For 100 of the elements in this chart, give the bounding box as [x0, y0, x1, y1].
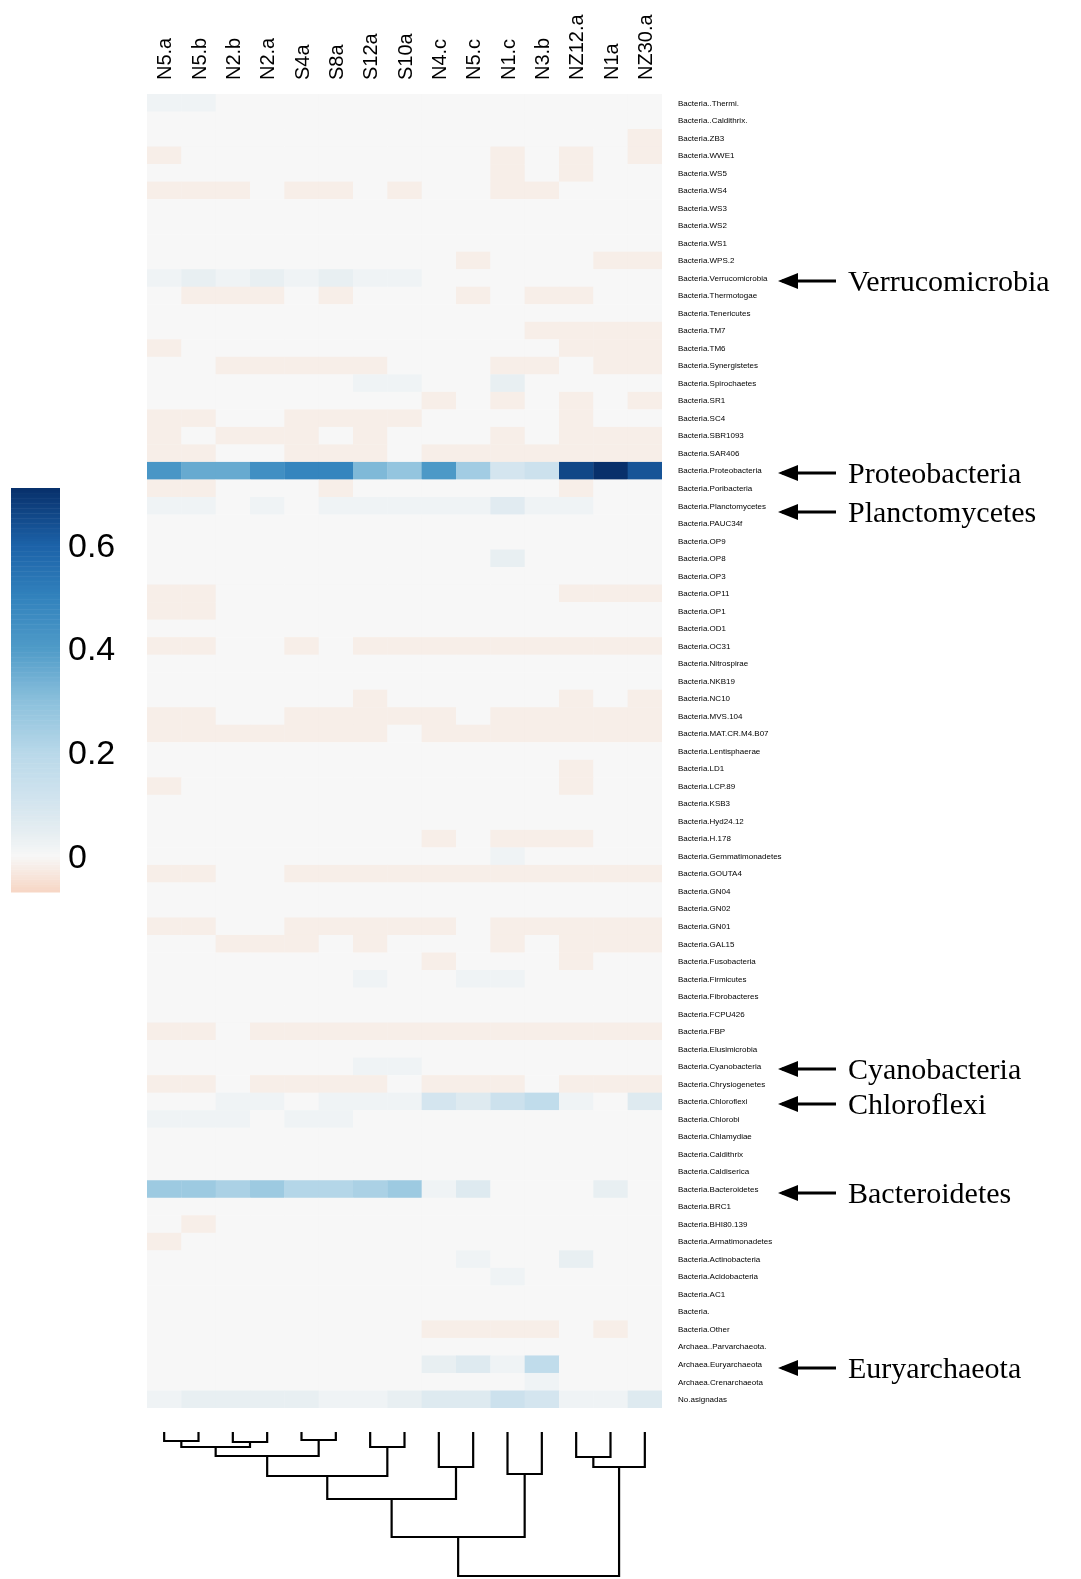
y-tick-label: Bacteria.Hyd24.12	[678, 816, 745, 826]
y-tick-label: Bacteria.FCPU426	[678, 1009, 746, 1019]
y-tick-label: Bacteria.Chloroflexi	[678, 1097, 748, 1107]
y-tick-label: Bacteria.Chrysiogenetes	[678, 1079, 766, 1089]
text: Verrucomicrobia	[848, 263, 1050, 297]
y-tick-label: Bacteria.MAT.CR.M4.B07	[678, 729, 770, 739]
y-tick-label: Bacteria.GN01	[678, 922, 732, 931]
color-bar-label: 0.6	[68, 525, 116, 564]
y-tick-label: Bacteria.SAR406	[678, 448, 740, 458]
y-tick-label: Bacteria.BRC1	[678, 1202, 732, 1212]
x-tick-label: S8a	[324, 43, 347, 80]
y-tick-label: Archaea.Crenarchaeota	[678, 1377, 764, 1387]
y-tick-label: Bacteria.SR1	[678, 396, 726, 406]
y-tick-label: Bacteria.GN04	[678, 886, 732, 896]
y-tick-label: Bacteria.ZB3	[678, 133, 725, 143]
text: Chloroflexi	[848, 1086, 987, 1120]
y-tick-label: Bacteria.Chlamydiae	[678, 1132, 753, 1142]
y-tick-label: Bacteria.OP1	[678, 606, 727, 616]
y-tick-label: Bacteria.MVS.104	[678, 711, 744, 721]
x-tick-label: N5.a	[153, 36, 176, 80]
y-tick-label: Bacteria.GN02	[678, 904, 732, 914]
y-tick-label: Bacteria.TM7	[678, 326, 727, 336]
y-tick-label: Bacteria.OP9	[678, 536, 727, 546]
y-tick-label: Bacteria.SC4	[678, 413, 726, 423]
y-tick-label: Bacteria.Thermotogae	[678, 291, 758, 301]
y-tick-label: Bacteria.WS4	[678, 186, 728, 196]
text: Proteobacteria	[848, 455, 1022, 489]
y-tick-label: Bacteria.GAL15	[678, 939, 736, 949]
y-tick-label: Bacteria.Lentisphaerae	[678, 746, 761, 756]
y-tick-label: Bacteria.Firmicutes	[678, 974, 747, 984]
y-tick-label: Bacteria.WWE1	[678, 151, 736, 161]
x-tick-label: S10a	[393, 32, 416, 80]
y-tick-label: Bacteria.Gemmatimonadetes	[678, 851, 782, 861]
y-tick-label: Bacteria.OP8	[678, 554, 727, 564]
y-tick-label: Bacteria.	[678, 1307, 710, 1317]
y-tick-label: Bacteria.Tenericutes	[678, 308, 751, 318]
y-tick-label: No.asignadas	[678, 1395, 727, 1405]
y-tick-label: Bacteria.Other	[678, 1324, 730, 1334]
y-tick-label: Bacteria.Fusobacteria	[678, 957, 757, 967]
color-bar-label: 0	[68, 836, 87, 875]
y-tick-label: Bacteria.Caldithrix	[678, 1149, 743, 1159]
y-tick-label: Bacteria.Chlorobi	[678, 1114, 740, 1124]
y-tick-label: Bacteria.OP11	[678, 589, 730, 599]
x-tick-label: N5.b	[187, 37, 210, 80]
y-tick-label: Bacteria..Thermi.	[678, 98, 739, 108]
x-tick-label: NZ12.a	[565, 13, 588, 80]
x-tick-label: S12a	[359, 32, 382, 80]
y-tick-label: Bacteria.H.178	[678, 834, 732, 844]
y-tick-label: Bacteria.FBP	[678, 1027, 726, 1037]
y-tick-label: Bacteria.NC10	[678, 694, 731, 704]
y-tick-label: Bacteria.WS5	[678, 168, 728, 178]
y-tick-label: Bacteria.OD1	[678, 624, 727, 634]
y-tick-label: Bacteria.BHI80.139	[678, 1219, 748, 1229]
y-tick-label: Bacteria.Acidobacteria	[678, 1272, 759, 1282]
color-bar-label: 0.2	[68, 733, 116, 772]
x-tick-label: N4.c	[427, 38, 450, 80]
color-bar-label: 0.4	[68, 629, 116, 668]
y-tick-label: Archaea..Parvarchaeota.	[678, 1342, 767, 1352]
y-tick-label: Bacteria.Caldiserica	[678, 1167, 750, 1177]
y-tick-label: Bacteria.Elusimicrobia	[678, 1044, 758, 1054]
text: Euryarchaeota	[848, 1350, 1022, 1384]
y-tick-label: Bacteria.Proteobacteria	[678, 466, 763, 476]
y-tick-label: Bacteria.SBR1093	[678, 431, 745, 441]
y-tick-label: Bacteria.AC1	[678, 1289, 726, 1299]
x-tick-label: N3.b	[530, 37, 553, 80]
x-tick-label: N2.a	[256, 36, 279, 80]
y-tick-label: Bacteria.Cyanobacteria	[678, 1062, 762, 1072]
x-tick-label: NZ30.a	[633, 13, 656, 80]
y-tick-label: Bacteria.WS3	[678, 203, 728, 213]
x-tick-label: N1.c	[496, 38, 519, 80]
y-tick-label: Archaea.Euryarchaeota	[678, 1360, 763, 1369]
x-tick-label: N5.c	[462, 38, 485, 80]
text: Planctomycetes	[848, 494, 1037, 528]
text: Cyanobacteria	[848, 1051, 1022, 1085]
y-tick-label: Bacteria.KSB3	[678, 799, 731, 809]
y-tick-label: Bacteria.LD1	[678, 764, 725, 774]
y-tick-label: Bacteria..Caldithrix.	[678, 116, 748, 126]
text: Bacteroidetes	[848, 1175, 1012, 1209]
y-tick-label: Bacteria.Spirochaetes	[678, 378, 757, 388]
y-tick-label: Bacteria.PAUC34f	[678, 519, 744, 529]
y-tick-label: Bacteria.LCP.89	[678, 781, 736, 791]
y-tick-label: Bacteria.Armatimonadetes	[678, 1237, 773, 1247]
y-tick-label: Bacteria.Poribacteria	[678, 484, 753, 493]
y-tick-label: Bacteria.WS2	[678, 221, 728, 231]
y-tick-label: Bacteria.Verrucomicrobia	[678, 273, 768, 283]
x-tick-label: N2.b	[221, 37, 244, 80]
y-tick-label: Bacteria.Bacteroidetes	[678, 1184, 759, 1194]
y-tick-label: Bacteria.Synergistetes	[678, 361, 759, 371]
y-tick-label: Bacteria.OP3	[678, 571, 727, 581]
y-tick-label: Bacteria.TM6	[678, 343, 727, 353]
y-tick-label: Bacteria.OC31	[678, 641, 732, 651]
y-tick-label: Bacteria.Actinobacteria	[678, 1254, 761, 1264]
y-tick-label: Bacteria.Planctomycetes	[678, 501, 767, 511]
y-tick-label: Bacteria.WPS.2	[678, 256, 736, 266]
y-tick-label: Bacteria.WS1	[678, 238, 728, 248]
x-tick-label: N1a	[599, 42, 622, 80]
x-tick-label: S4a	[290, 43, 313, 80]
y-tick-label: Bacteria.GOUTA4	[678, 869, 743, 879]
y-tick-label: Bacteria.NKB19	[678, 676, 736, 686]
y-tick-label: Bacteria.Fibrobacteres	[678, 992, 759, 1002]
